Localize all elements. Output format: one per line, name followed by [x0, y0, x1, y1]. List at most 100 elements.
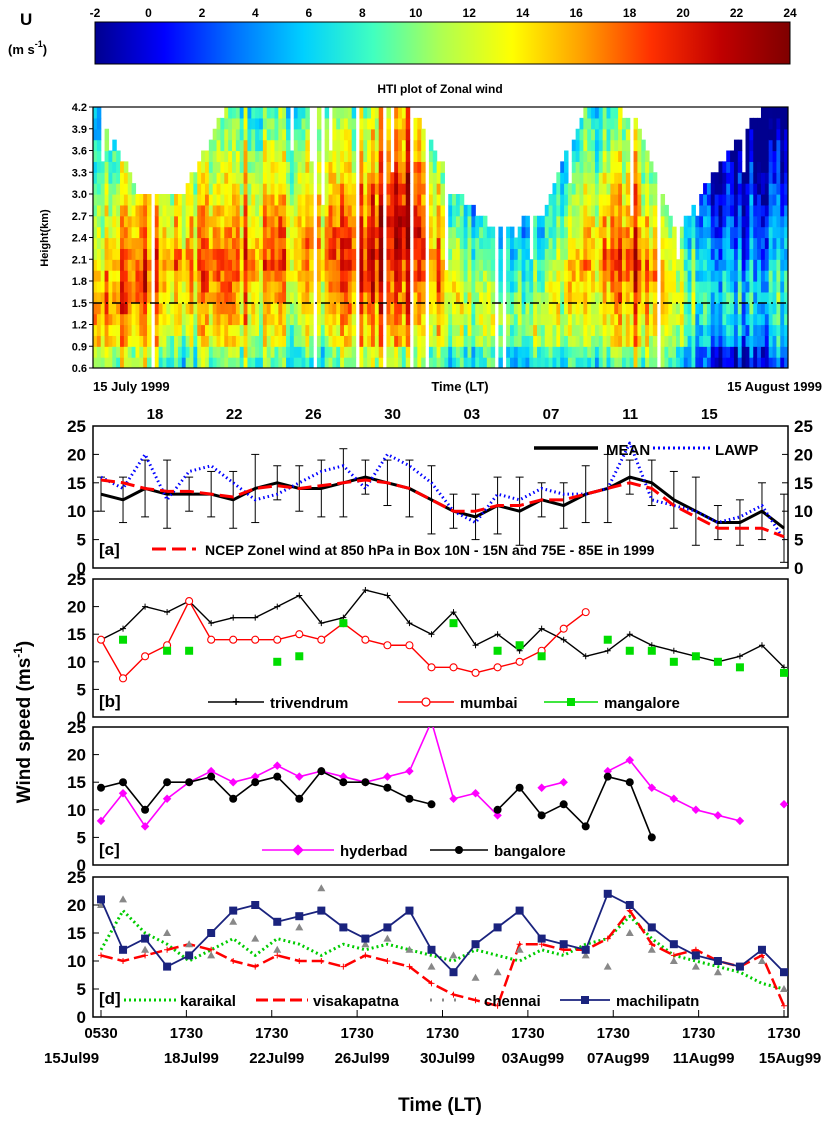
hti-cell — [467, 291, 472, 304]
hti-cell — [741, 346, 747, 358]
hti-cell — [587, 226, 592, 239]
hti-cell — [282, 107, 287, 108]
hti-cell — [262, 259, 268, 271]
hti-cell — [664, 270, 669, 282]
hti-cell — [757, 259, 762, 271]
hti-cell — [583, 237, 588, 249]
hti-cell — [96, 161, 102, 173]
hti-cell — [567, 226, 573, 239]
hti-cell — [448, 226, 453, 239]
hti-cell — [336, 248, 341, 260]
data-point-mangalore — [691, 652, 700, 661]
hti-cell — [517, 313, 523, 326]
data-point-trivendrum — [626, 631, 633, 638]
hti-cell — [421, 139, 426, 152]
hti-cell — [768, 139, 774, 152]
hti-cell — [309, 237, 314, 249]
hti-cell — [432, 270, 438, 282]
hti-cell — [614, 324, 619, 336]
hti-cell — [185, 237, 191, 249]
hti-cell — [637, 281, 642, 293]
hti-cell — [652, 248, 658, 260]
hti-cell — [413, 291, 418, 304]
hti-cell — [606, 248, 611, 260]
hti-cell — [224, 313, 229, 326]
hti-cell — [247, 259, 252, 271]
x-tick-time-label: 1730 — [682, 1025, 715, 1042]
hti-cell — [247, 270, 252, 282]
panel-b-frame — [92, 578, 789, 718]
hti-cell — [324, 291, 330, 304]
hti-cell — [440, 183, 445, 195]
hti-cell — [297, 215, 303, 228]
hti-cell — [262, 215, 268, 228]
hti-cell — [259, 161, 264, 173]
hti-cell — [706, 226, 712, 239]
hti-cell — [560, 215, 565, 228]
hti-cell — [116, 335, 121, 347]
hti-cell — [776, 302, 781, 315]
hti-cell — [286, 161, 291, 173]
hti-cell — [270, 248, 276, 260]
hti-cell — [764, 270, 770, 282]
data-point-chennai — [383, 934, 392, 942]
hti-cell — [594, 172, 600, 184]
hti-cell — [177, 313, 183, 326]
hti-cell — [255, 215, 260, 228]
hti-cell — [548, 357, 554, 368]
hti-cell — [212, 194, 218, 206]
hti-cell — [691, 324, 696, 336]
hti-cell — [649, 259, 654, 271]
hti-cell — [371, 215, 376, 228]
hti-cell — [621, 291, 627, 304]
hti-cell — [544, 259, 550, 271]
hti-cell — [591, 128, 596, 141]
hti-cell — [602, 281, 608, 293]
hti-cell — [633, 237, 639, 249]
hti-cell — [371, 226, 376, 239]
hti-cell — [228, 357, 233, 368]
hti-cell — [112, 324, 117, 336]
hti-cell — [367, 346, 372, 358]
hti-cell — [120, 324, 125, 336]
hti-cell — [305, 324, 310, 336]
hti-cell — [262, 117, 268, 130]
hti-cell — [116, 291, 121, 304]
hti-cell — [571, 248, 577, 260]
hti-cell — [154, 270, 160, 282]
hti-cell — [567, 204, 573, 217]
hti-cell — [533, 259, 538, 271]
data-point-machilipatn — [471, 940, 480, 949]
hti-cell — [683, 215, 689, 228]
hti-cell — [359, 139, 364, 152]
hti-cell — [208, 183, 214, 195]
hti-cell — [606, 281, 611, 293]
hti-cell — [374, 248, 380, 260]
hti-cell — [143, 335, 148, 347]
hti-cell — [197, 281, 202, 293]
hti-cell — [660, 346, 666, 358]
hti-cell — [691, 248, 696, 260]
hti-cell — [255, 302, 260, 315]
hti-cell — [305, 161, 310, 173]
hti-cell — [683, 346, 689, 358]
hti-cell — [652, 237, 658, 249]
hti-cell — [637, 128, 642, 141]
hti-cell — [139, 237, 144, 249]
hti-cell — [293, 302, 299, 315]
hti-cell — [764, 259, 770, 271]
hti-cell — [726, 346, 731, 358]
hti-cell — [428, 183, 434, 195]
hti-cell — [328, 335, 333, 347]
data-point-chennai — [691, 962, 700, 970]
hti-cell — [552, 248, 557, 260]
hti-cell — [247, 194, 252, 206]
hti-cell — [598, 107, 604, 119]
hti-cell — [305, 302, 310, 315]
hti-cell — [444, 335, 449, 347]
hti-cell — [96, 172, 102, 184]
hti-cell — [131, 194, 137, 206]
hti-y-tick-label: 3.0 — [72, 189, 87, 201]
hti-cell — [455, 302, 461, 315]
